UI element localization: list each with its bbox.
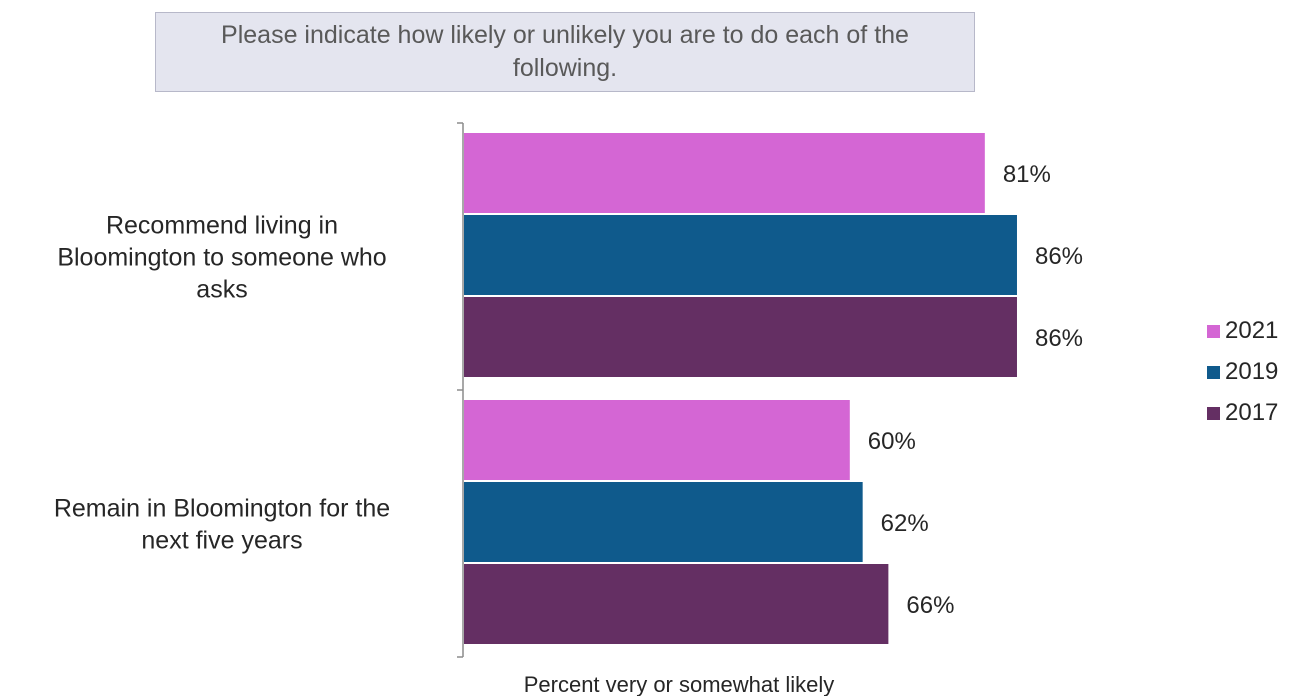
category-label-1-line-1: Recommend living in bbox=[106, 212, 338, 240]
category-label-1-line-3: asks bbox=[196, 276, 247, 304]
data-label-2021-2: 60% bbox=[868, 428, 916, 455]
bar-2017-2 bbox=[464, 564, 889, 644]
data-label-2017-1: 86% bbox=[1035, 325, 1083, 352]
chart-title-box: Please indicate how likely or unlikely y… bbox=[155, 12, 975, 92]
x-axis-title: Percent very or somewhat likely bbox=[524, 672, 835, 696]
bar-2017-1 bbox=[464, 297, 1017, 377]
data-label-2021-1: 81% bbox=[1003, 161, 1051, 188]
category-label-2-line-1: Remain in Bloomington for the bbox=[54, 495, 390, 523]
bar-2021-1 bbox=[464, 133, 985, 213]
bar-2019-1 bbox=[464, 215, 1017, 295]
category-label-2-line-2: next five years bbox=[141, 527, 302, 555]
chart-title: Please indicate how likely or unlikely y… bbox=[221, 21, 909, 82]
data-label-2019-2: 62% bbox=[881, 510, 929, 537]
legend-swatch-2017 bbox=[1207, 407, 1220, 420]
legend-label-2017: 2017 bbox=[1225, 399, 1278, 426]
bar-2021-2 bbox=[464, 400, 850, 480]
legend-label-2021: 2021 bbox=[1225, 317, 1278, 344]
legend-swatch-2019 bbox=[1207, 366, 1220, 379]
category-label-1-line-2: Bloomington to someone who bbox=[57, 244, 386, 272]
data-label-2017-2: 66% bbox=[906, 592, 954, 619]
legend-label-2019: 2019 bbox=[1225, 358, 1278, 385]
bar-2019-2 bbox=[464, 482, 863, 562]
legend-swatch-2021 bbox=[1207, 325, 1220, 338]
data-label-2019-1: 86% bbox=[1035, 243, 1083, 270]
